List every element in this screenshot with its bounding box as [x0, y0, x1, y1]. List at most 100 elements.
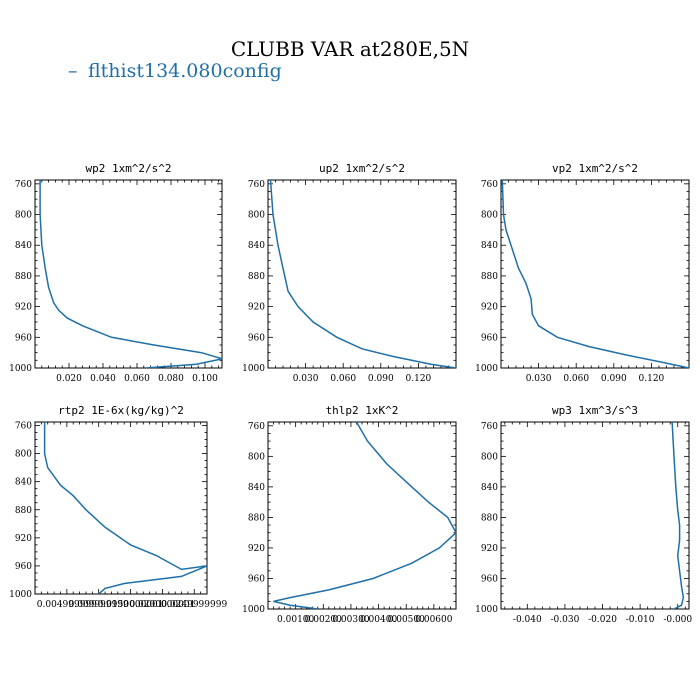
y-tick-label: 840 — [15, 241, 32, 251]
panels: wp2 1xm^2/s^2 760 800 840 880 920 960 1000 0.020… — [9, 162, 692, 625]
plot-frame — [34, 179, 223, 369]
y-tick-label: 840 — [481, 241, 498, 251]
y-tick-label: 960 — [15, 562, 32, 572]
x-tick-label: 0.00400 — [360, 615, 397, 625]
legend: – flthist134.080config — [68, 60, 282, 82]
series-line — [501, 180, 689, 368]
plot-frame — [500, 421, 690, 610]
x-tick-label: 0.100 — [192, 374, 218, 384]
x-tick-label: 0.004999999 — [37, 600, 97, 610]
y-tick-label: 760 — [481, 180, 498, 190]
y-tick-label: 840 — [15, 478, 32, 488]
series-line — [269, 180, 456, 368]
panel-title: vp2 1xm^2/s^2 — [552, 162, 638, 175]
legend-dash: – — [68, 60, 78, 82]
y-tick-label: 960 — [15, 333, 32, 343]
x-tick-label: -0.040 — [513, 615, 542, 625]
y-tick-label: 1000 — [475, 605, 498, 615]
x-tick-label: 0.080 — [158, 374, 184, 384]
y-tick-label: 760 — [481, 422, 498, 432]
y-tick-label: 760 — [15, 422, 32, 432]
y-tick-label: 800 — [15, 211, 32, 221]
plot-frame — [34, 421, 208, 595]
y-tick-label: 1000 — [9, 590, 32, 600]
y-tick-label: 1000 — [242, 605, 265, 615]
x-tick-label: 0.040 — [90, 374, 116, 384]
y-tick-label: 880 — [15, 272, 32, 282]
panel-title: wp3 1xm^3/s^3 — [552, 404, 638, 417]
figure-title: CLUBB VAR at280E,5N — [231, 37, 469, 61]
x-tick-label: 0.00300 — [332, 615, 369, 625]
panel-title: rtp2 1E-6x(kg/kg)^2 — [58, 404, 184, 417]
panel-4: rtp2 1E-6x(kg/kg)^2 760 800 840 880 920 960 100… — [9, 404, 227, 610]
series-line — [671, 422, 685, 609]
x-tick-label: 0.00600 — [415, 615, 452, 625]
x-tick-label: 0.0150000001 — [98, 600, 164, 610]
y-tick-label: 800 — [248, 452, 265, 462]
y-tick-label: 1000 — [475, 364, 498, 374]
y-tick-label: 1000 — [242, 364, 265, 374]
y-tick-label: 920 — [248, 303, 265, 313]
x-tick-label: 0.060 — [124, 374, 150, 384]
series-line — [43, 422, 207, 594]
x-tick-label: 0.009999999 — [69, 600, 129, 610]
y-tick-label: 920 — [15, 534, 32, 544]
panel-6: wp3 1xm^3/s^3 760 800 840 880 920 960 1000 -0.04… — [475, 404, 692, 625]
y-tick-label: 920 — [15, 303, 32, 313]
y-tick-label: 760 — [248, 422, 265, 432]
y-tick-label: 960 — [248, 333, 265, 343]
y-tick-label: 840 — [481, 483, 498, 493]
y-tick-label: 800 — [248, 211, 265, 221]
x-tick-label: -0.020 — [588, 615, 617, 625]
panel-title: wp2 1xm^2/s^2 — [85, 162, 171, 175]
x-tick-label: 0.020 — [56, 374, 82, 384]
x-tick-label: 0.00500 — [388, 615, 425, 625]
y-tick-label: 920 — [481, 303, 498, 313]
x-tick-label: 0.060 — [563, 374, 589, 384]
x-tick-label: 0.030 — [293, 374, 319, 384]
y-tick-label: 800 — [15, 450, 32, 460]
y-tick-label: 920 — [248, 544, 265, 554]
x-tick-label: 0.00100 — [277, 615, 314, 625]
panel-title: up2 1xm^2/s^2 — [319, 162, 405, 175]
y-tick-label: 960 — [481, 574, 498, 584]
y-tick-label: 880 — [15, 506, 32, 516]
x-tick-label: -0.010 — [626, 615, 655, 625]
x-tick-label: 0.090 — [601, 374, 627, 384]
x-tick-label: 0.060 — [330, 374, 356, 384]
y-tick-label: 840 — [248, 241, 265, 251]
x-tick-label: 0.0249999999 — [161, 600, 227, 610]
y-tick-label: 880 — [248, 513, 265, 523]
x-tick-label: 0.120 — [406, 374, 432, 384]
legend-label: flthist134.080config — [88, 60, 282, 82]
x-tick-label: 0.030 — [526, 374, 552, 384]
x-tick-label: 0.090 — [368, 374, 394, 384]
y-tick-label: 880 — [481, 272, 498, 282]
x-tick-label: 0.00200 — [305, 615, 342, 625]
y-tick-label: 760 — [248, 180, 265, 190]
y-tick-label: 1000 — [9, 364, 32, 374]
y-tick-label: 800 — [481, 211, 498, 221]
y-tick-label: 800 — [481, 452, 498, 462]
x-tick-label: -0.030 — [551, 615, 580, 625]
y-tick-label: 880 — [248, 272, 265, 282]
x-tick-label: 0.120 — [639, 374, 665, 384]
panel-1: wp2 1xm^2/s^2 760 800 840 880 920 960 1000 0.020… — [9, 162, 223, 384]
series-line — [39, 180, 222, 368]
panel-title: thlp2 1xK^2 — [326, 404, 399, 417]
y-tick-label: 840 — [248, 483, 265, 493]
plot-frame — [267, 179, 457, 369]
y-tick-label: 960 — [248, 574, 265, 584]
panel-5: thlp2 1xK^2 760 800 840 880 920 960 1000 0.00100… — [242, 404, 457, 625]
panel-2: up2 1xm^2/s^2 760 800 840 880 920 960 1000 0.030… — [242, 162, 457, 384]
y-tick-label: 960 — [481, 333, 498, 343]
x-tick-label: 0.0200000001 — [129, 600, 195, 610]
x-tick-label: -0.000 — [663, 615, 692, 625]
plot-frame — [500, 179, 690, 369]
series-line — [273, 422, 456, 609]
y-tick-label: 920 — [481, 544, 498, 554]
y-tick-label: 880 — [481, 513, 498, 523]
y-tick-label: 760 — [15, 180, 32, 190]
panel-3: vp2 1xm^2/s^2 760 800 840 880 920 960 1000 0.030… — [475, 162, 690, 384]
